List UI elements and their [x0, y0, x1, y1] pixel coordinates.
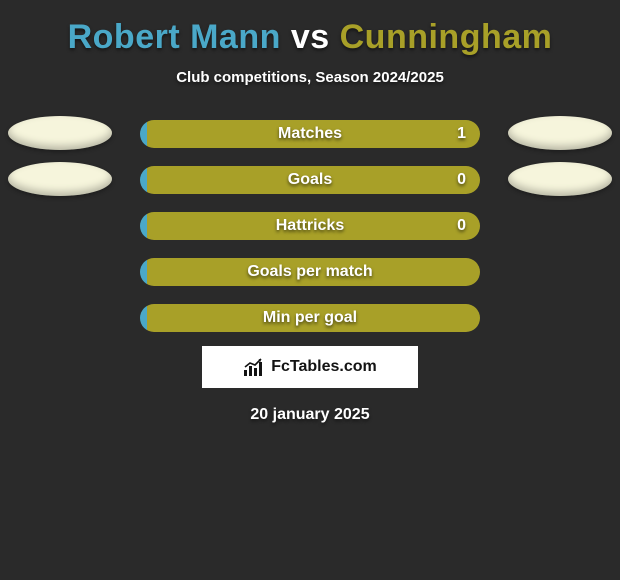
stat-label: Goals: [288, 171, 332, 189]
right-ellipse: [508, 116, 612, 150]
stat-bar: Matches 1: [140, 120, 480, 148]
logo-chart-icon: [243, 357, 265, 377]
title-vs: vs: [291, 18, 330, 56]
stat-row: Matches 1: [0, 110, 620, 156]
stat-label: Matches: [278, 125, 342, 143]
logo-box: FcTables.com: [202, 346, 418, 388]
stat-value-right: 0: [457, 217, 466, 235]
stat-value-right: 0: [457, 171, 466, 189]
stat-bar: Hattricks 0: [140, 212, 480, 240]
right-ellipse: [508, 162, 612, 196]
stat-row: Min per goal: [0, 294, 620, 340]
date-line: 20 january 2025: [0, 388, 620, 442]
left-ellipse: [8, 116, 112, 150]
page-title: Robert Mann vs Cunningham: [0, 0, 620, 63]
subtitle: Club competitions, Season 2024/2025: [0, 63, 620, 110]
left-ellipse: [8, 162, 112, 196]
stat-label: Min per goal: [263, 309, 357, 327]
logo-text: FcTables.com: [271, 358, 377, 376]
stat-row: Hattricks 0: [0, 202, 620, 248]
stat-value-right: 1: [457, 125, 466, 143]
stat-bar: Min per goal: [140, 304, 480, 332]
stats-container: Matches 1 Goals 0 Hattricks 0 Goals per match M…: [0, 110, 620, 340]
stat-label: Goals per match: [247, 263, 372, 281]
stat-row: Goals 0: [0, 156, 620, 202]
title-left-name: Robert Mann: [68, 18, 281, 56]
stat-bar: Goals 0: [140, 166, 480, 194]
stat-row: Goals per match: [0, 248, 620, 294]
stat-label: Hattricks: [276, 217, 344, 235]
stat-bar: Goals per match: [140, 258, 480, 286]
title-right-name: Cunningham: [340, 18, 553, 56]
